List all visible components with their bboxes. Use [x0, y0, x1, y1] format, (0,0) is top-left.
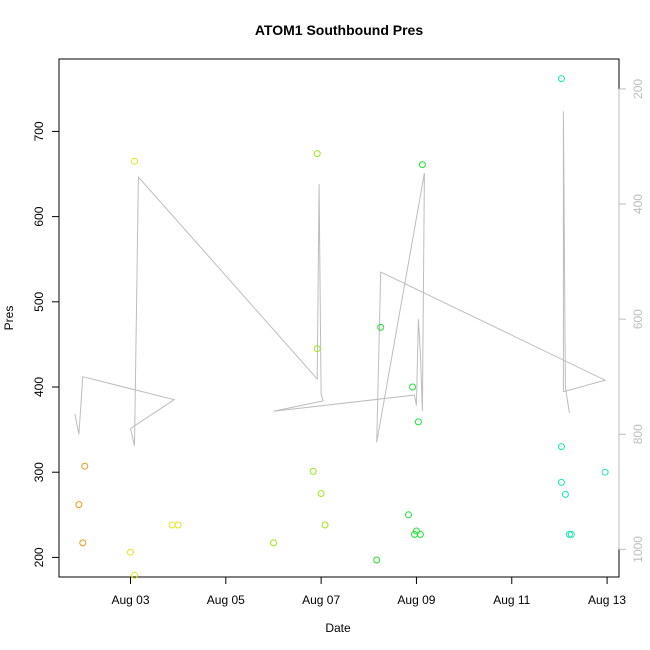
data-point: [557, 478, 565, 486]
data-point: [321, 521, 329, 529]
data-point: [309, 467, 317, 475]
x-tick-label: Aug 09: [397, 593, 435, 607]
data-point: [313, 150, 321, 158]
data-point: [565, 530, 573, 538]
x-axis-label: Date: [325, 621, 351, 635]
data-point: [313, 345, 321, 353]
y-tick-label-left: 500: [32, 291, 46, 311]
y-tick-label-right: 200: [631, 79, 645, 99]
data-point: [557, 443, 565, 451]
data-point: [373, 556, 381, 564]
data-point: [317, 490, 325, 497]
scatter-series-layer: [75, 75, 609, 579]
data-point: [81, 462, 89, 470]
x-axis: Aug 03 Aug 05 Aug 07 Aug 09 Aug 11 Aug 13: [111, 576, 626, 607]
x-tick-label: Aug 03: [111, 593, 149, 607]
data-point: [418, 161, 426, 169]
y-tick-label-right: 800: [631, 424, 645, 444]
data-point: [561, 490, 569, 498]
data-point: [174, 521, 182, 529]
y-tick-label-left: 200: [32, 547, 46, 567]
line-series-layer: [74, 111, 607, 446]
y-tick-label-left: 300: [32, 462, 46, 482]
data-point: [412, 527, 420, 535]
y-tick-label-right: 600: [631, 309, 645, 329]
y-tick-label-right: 400: [631, 194, 645, 214]
data-point: [409, 383, 416, 391]
data-point: [131, 571, 138, 579]
data-point: [405, 511, 412, 519]
data-point: [127, 548, 134, 556]
x-tick-label: Aug 11: [493, 593, 530, 607]
y-axis-right: 200 400 600 800 1000: [618, 79, 645, 563]
chart-title: ATOM1 Southbound Pres: [255, 22, 423, 38]
y-axis-left: 200 300 400 500 600 700: [32, 121, 60, 567]
data-point: [557, 75, 565, 83]
data-point: [416, 530, 424, 538]
x-tick-label: Aug 05: [207, 593, 245, 607]
x-tick-label: Aug 07: [302, 593, 340, 607]
data-point: [79, 539, 87, 547]
x-tick-label: Aug 13: [588, 593, 626, 607]
data-point: [270, 539, 277, 547]
data-point: [131, 157, 138, 165]
data-point: [414, 418, 422, 426]
data-point: [75, 501, 83, 509]
data-point: [601, 468, 609, 476]
data-point: [567, 530, 575, 538]
y-tick-label-left: 400: [32, 377, 46, 397]
data-point: [377, 323, 385, 331]
y-tick-label-left: 700: [32, 121, 46, 141]
y-tick-label-left: 600: [32, 206, 46, 226]
series-line: [74, 111, 607, 446]
y-tick-label-right: 1000: [631, 536, 645, 563]
y-axis-label: Pres: [2, 306, 16, 331]
